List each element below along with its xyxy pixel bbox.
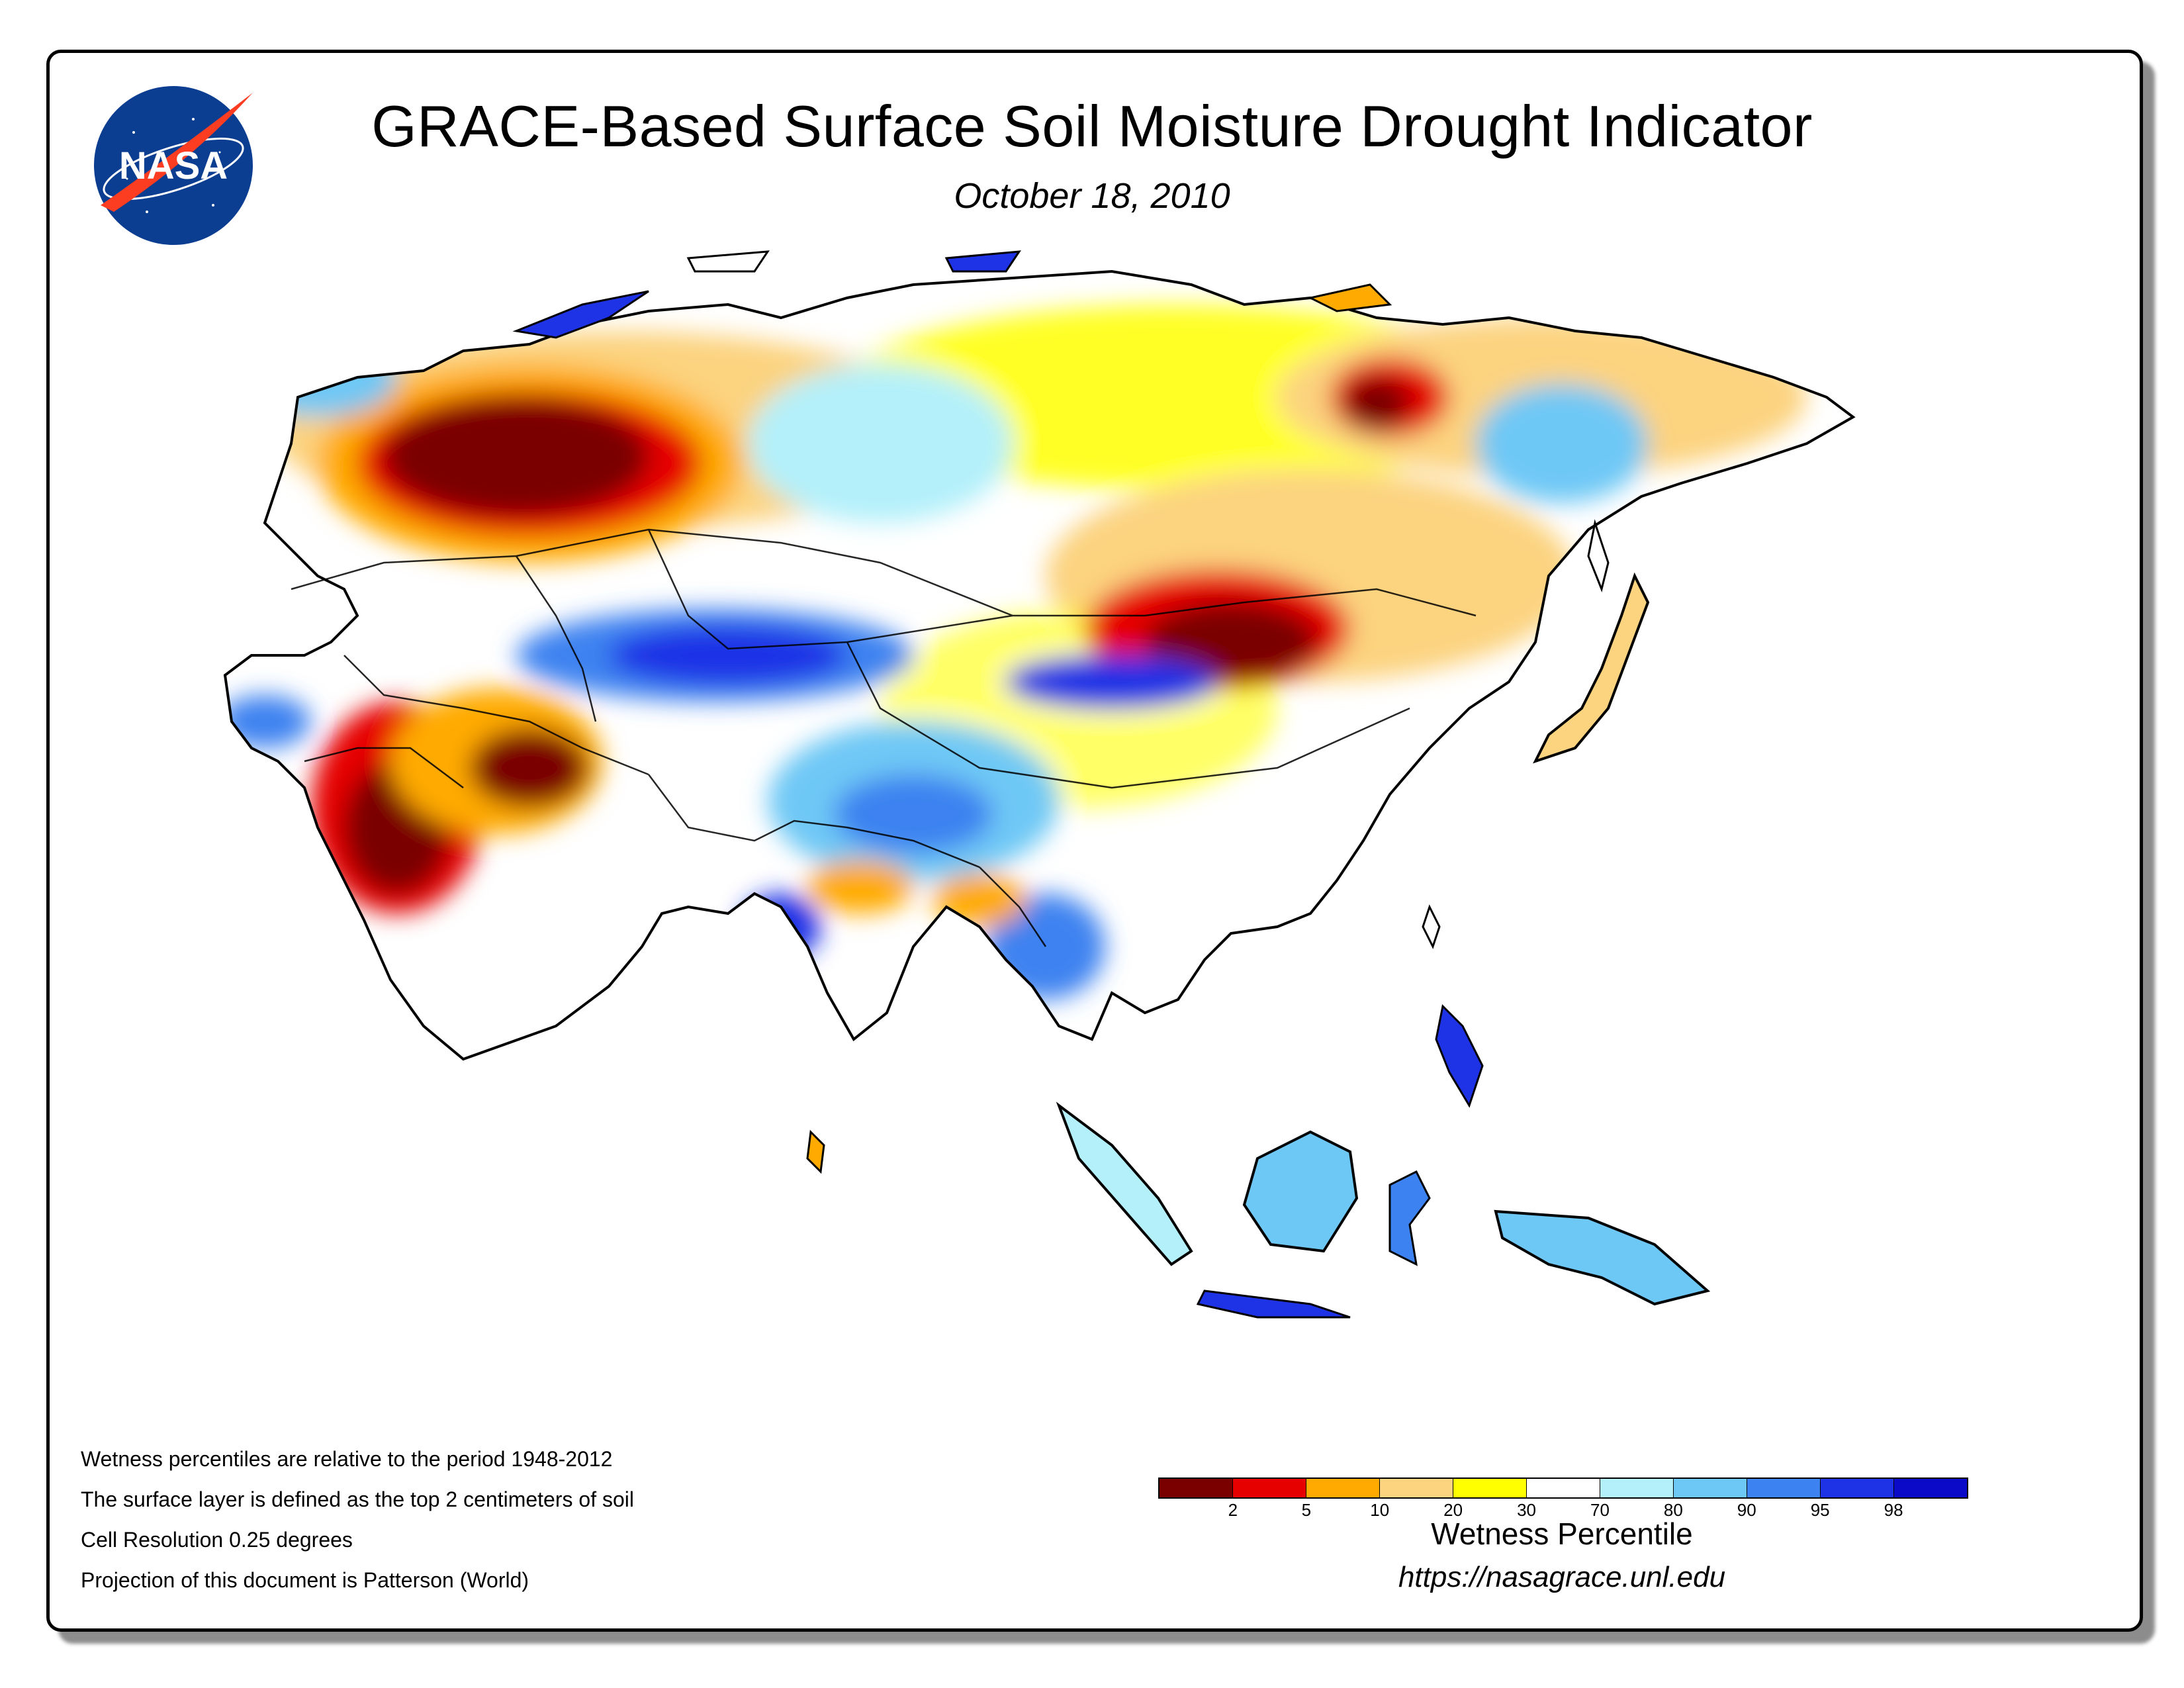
map-date: October 18, 2010: [954, 176, 1230, 216]
legend-tick-label: 80: [1663, 1500, 1683, 1520]
note-cell-resolution: Cell Resolution 0.25 degrees: [81, 1528, 353, 1552]
legend-tick-label: 2: [1228, 1500, 1238, 1520]
legend-tick-label: 90: [1737, 1500, 1756, 1520]
legend-tick-label: 5: [1301, 1500, 1312, 1520]
legend-swatch: [1233, 1479, 1306, 1497]
svg-text:NASA: NASA: [119, 144, 228, 187]
nasa-logo-icon: NASA: [94, 86, 253, 245]
page-title: GRACE-Based Surface Soil Moisture Drough…: [371, 93, 1813, 159]
legend-swatch: [1747, 1479, 1821, 1497]
legend-swatch: [1600, 1479, 1674, 1497]
legend-swatch: [1306, 1479, 1380, 1497]
note-percentile-period: Wetness percentiles are relative to the …: [81, 1447, 613, 1471]
note-projection: Projection of this document is Patterson…: [81, 1568, 529, 1592]
legend-tick-label: 70: [1590, 1500, 1610, 1520]
legend-swatch: [1821, 1479, 1894, 1497]
legend-tick-label: 98: [1884, 1500, 1903, 1520]
legend-tick-label: 20: [1443, 1500, 1463, 1520]
legend-swatch: [1160, 1479, 1233, 1497]
legend-tick-label: 10: [1370, 1500, 1390, 1520]
legend-swatch: [1380, 1479, 1453, 1497]
source-url-link[interactable]: https://nasagrace.unl.edu: [1398, 1561, 1726, 1593]
drought-map: [224, 250, 1854, 1319]
legend-swatch: [1674, 1479, 1747, 1497]
legend-swatch: [1453, 1479, 1527, 1497]
legend-title: Wetness Percentile: [1431, 1517, 1693, 1551]
legend-swatch: [1894, 1479, 1967, 1497]
legend-tick-label: 95: [1810, 1500, 1830, 1520]
legend-color-bar: [1158, 1477, 1968, 1499]
legend-tick-label: 30: [1517, 1500, 1536, 1520]
legend-swatch: [1527, 1479, 1600, 1497]
note-surface-layer: The surface layer is defined as the top …: [81, 1487, 634, 1511]
